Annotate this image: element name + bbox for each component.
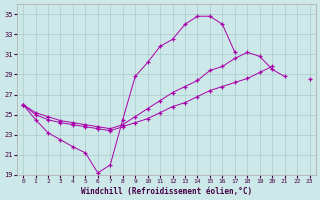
X-axis label: Windchill (Refroidissement éolien,°C): Windchill (Refroidissement éolien,°C) xyxy=(81,187,252,196)
